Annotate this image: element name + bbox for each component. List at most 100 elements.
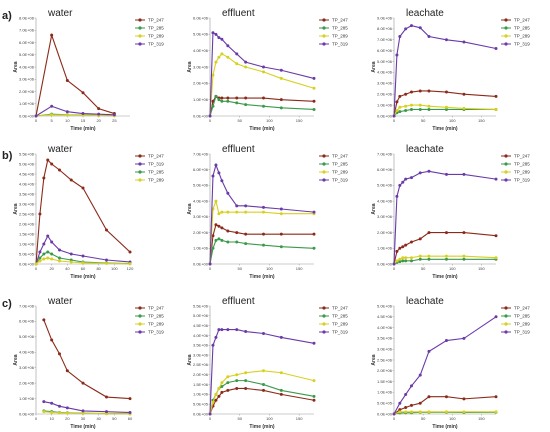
data-point	[211, 104, 215, 108]
y-axis-label: Area	[187, 354, 193, 365]
legend-label: TP_319	[148, 42, 164, 47]
data-point	[81, 91, 85, 95]
data-point	[226, 240, 230, 244]
series-line-tp_289	[209, 53, 315, 117]
data-point	[235, 101, 239, 105]
data-point	[81, 381, 85, 385]
y-tick-label: 1.0E+06	[19, 241, 35, 246]
series-line-tp_319	[209, 31, 315, 117]
data-point	[398, 410, 402, 414]
y-tick-label: 3.0E+06	[377, 214, 393, 219]
data-point	[217, 328, 221, 332]
y-tick-label: 4.0E+06	[377, 198, 393, 203]
data-point	[494, 107, 498, 111]
x-tick-label: 50	[237, 266, 242, 271]
data-point	[50, 257, 54, 261]
y-tick-label: 2.0E+06	[377, 92, 393, 97]
data-point	[409, 403, 413, 407]
series-line-tp_247	[43, 319, 131, 400]
data-point	[235, 240, 239, 244]
y-tick-label: 3.0E+06	[377, 81, 393, 86]
data-point	[494, 315, 498, 319]
data-point	[401, 180, 405, 184]
data-point	[261, 388, 265, 392]
data-point	[418, 107, 422, 111]
data-point	[208, 412, 212, 416]
data-point	[244, 330, 248, 334]
data-point	[211, 73, 215, 77]
y-tick-label: 3.0E+06	[19, 201, 35, 206]
chart-a-effluent: effluent 0.0E+00 1.0E+06 2.0E+06 3.0E+06 4.0E…	[187, 8, 348, 132]
x-tick-label: 40	[96, 416, 101, 421]
data-point	[261, 383, 265, 387]
data-point	[58, 168, 61, 172]
legend-label: TP_319	[332, 42, 348, 47]
data-point	[226, 99, 230, 103]
data-point	[220, 99, 224, 103]
series-line-tp_247	[209, 387, 315, 415]
data-point	[226, 191, 230, 195]
data-point	[65, 411, 69, 415]
data-point	[214, 238, 218, 242]
legend-label: TP_285	[332, 162, 348, 167]
x-tick-label: 150	[478, 266, 485, 271]
data-point	[220, 328, 224, 332]
data-point	[444, 105, 448, 109]
data-point	[427, 231, 431, 235]
data-point	[392, 114, 396, 118]
series-line-tp_289	[35, 257, 131, 265]
y-tick-label: 8.0E+06	[377, 26, 393, 31]
legend-marker	[504, 26, 508, 30]
data-point	[261, 243, 265, 247]
data-point	[235, 62, 239, 66]
data-point	[427, 35, 431, 39]
data-point	[418, 373, 422, 377]
data-point	[81, 186, 85, 190]
y-tick-label: 5.5E+06	[19, 151, 35, 156]
data-point	[226, 96, 230, 100]
x-tick-label: 0	[209, 266, 212, 271]
y-tick-label: 1.0E+06	[377, 102, 393, 107]
data-point	[211, 31, 215, 35]
legend-label: TP_247	[514, 154, 530, 159]
chart-a-water: water 0.0E+00 1.0E+06 2.0E+06 3.0E+06 4.0E+06…	[13, 8, 164, 132]
data-point	[409, 259, 413, 263]
x-axis-label: Time (min)	[70, 274, 96, 280]
series-line-tp_319	[209, 163, 315, 265]
data-point	[235, 96, 239, 100]
y-tick-label: 4.5E+06	[377, 314, 393, 319]
y-tick-label: 2.0E+06	[377, 230, 393, 235]
data-point	[261, 96, 265, 100]
data-point	[398, 257, 402, 261]
data-point	[220, 96, 224, 100]
data-point	[217, 212, 221, 216]
legend-marker	[322, 18, 326, 22]
data-point	[444, 90, 448, 94]
data-point	[279, 388, 283, 392]
legend-marker	[138, 178, 142, 182]
data-point	[81, 411, 85, 415]
x-tick-label: 100	[449, 118, 456, 123]
y-tick-label: 3.0E+06	[19, 365, 35, 370]
y-tick-label: 4.0E+06	[193, 198, 209, 203]
y-tick-label: 4.0E+06	[19, 181, 35, 186]
data-point	[244, 96, 248, 100]
y-tick-label: 3.5E+06	[19, 191, 35, 196]
data-point	[105, 410, 108, 414]
data-point	[128, 250, 132, 254]
y-tick-label: 5.0E+06	[377, 59, 393, 64]
x-tick-label: 0	[35, 266, 38, 271]
y-axis-label: Area	[371, 354, 377, 365]
data-point	[444, 172, 448, 176]
data-point	[244, 386, 248, 390]
data-point	[226, 328, 230, 332]
data-point	[208, 114, 212, 118]
data-point	[42, 410, 46, 414]
data-point	[244, 242, 248, 246]
y-tick-label: 7.0E+06	[377, 37, 393, 42]
y-tick-label: 4.0E+06	[377, 70, 393, 75]
data-point	[261, 104, 265, 108]
data-point	[444, 257, 448, 261]
legend-marker	[322, 314, 326, 318]
data-point	[462, 106, 466, 110]
